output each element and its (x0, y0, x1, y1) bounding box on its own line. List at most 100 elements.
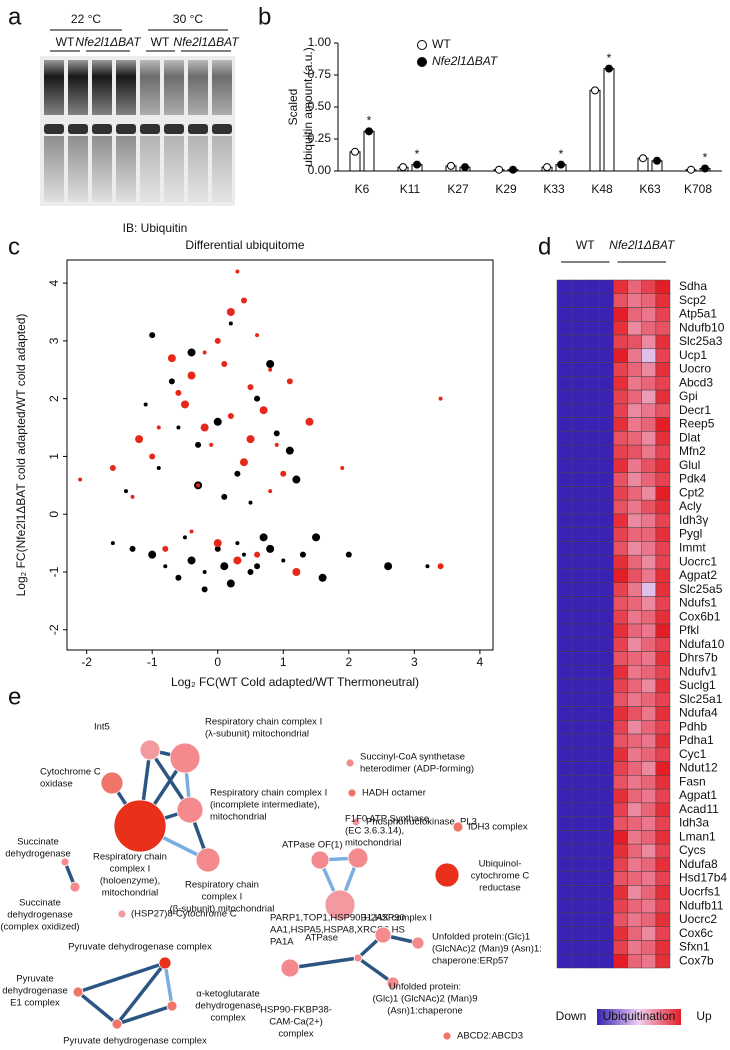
heatmap-cell (599, 926, 614, 941)
data-point (202, 350, 207, 355)
heatmap-cell (585, 775, 600, 790)
network-node (117, 909, 127, 919)
x-tick-label: 2 (345, 655, 352, 669)
significance-mark: * (559, 147, 564, 161)
heatmap-cell (570, 940, 586, 955)
heatmap-cell (599, 885, 614, 900)
heatmap-cell (556, 486, 572, 501)
heatmap-cell (613, 444, 628, 460)
data-point (195, 441, 202, 448)
data-point (202, 570, 207, 574)
heatmap-cell (585, 499, 600, 515)
heatmap-cell (556, 321, 572, 336)
blot-smear (188, 60, 208, 115)
row-label: Ucp1 (679, 348, 707, 362)
chart-title: Differential ubiquitome (185, 238, 305, 252)
heatmap-cell (570, 596, 586, 611)
data-point (162, 545, 169, 552)
heatmap-cell (556, 926, 572, 941)
heatmap-cell (570, 706, 586, 721)
heatmap-cell (627, 403, 642, 418)
heatmap-cell (599, 444, 614, 460)
node-label: HADH octamer (362, 788, 426, 799)
heatmap-cell (585, 761, 600, 776)
heatmap-cell (627, 926, 642, 941)
heatmap-cell (570, 541, 586, 556)
network-node (374, 926, 392, 944)
data-point (176, 425, 181, 430)
data-point (438, 396, 443, 401)
row-label: Pygl (679, 527, 702, 541)
heatmap-cell (655, 458, 671, 473)
network-node (111, 1018, 123, 1030)
bar (603, 68, 615, 172)
y-tick-label: 2 (47, 395, 61, 402)
network-node (347, 847, 369, 869)
network-node (139, 739, 161, 761)
blot-smear (92, 136, 112, 202)
heatmap-cell (627, 857, 642, 872)
x-tick-label: K33 (543, 182, 565, 196)
bar (363, 130, 375, 172)
heatmap-cell (641, 830, 657, 845)
row-label: Cox7b (679, 953, 714, 967)
row-label: Acly (679, 499, 702, 513)
heatmap-cell (556, 651, 572, 666)
node-label: IDH3 complex (468, 822, 528, 833)
heatmap-cell (599, 775, 614, 790)
heatmap-cell (570, 953, 586, 969)
heatmap-cell (599, 898, 614, 914)
heatmap-cell (613, 678, 628, 694)
heatmap-cell (556, 568, 572, 583)
row-label: Cox6b1 (679, 609, 721, 623)
x-tick-label: 1 (280, 655, 287, 669)
heatmap-cell (570, 816, 586, 831)
data-point (209, 442, 214, 447)
heatmap-cell (641, 417, 657, 432)
data-point (110, 541, 115, 546)
heatmap-cell (655, 706, 671, 721)
heatmap-cell (655, 940, 671, 955)
heatmap-cell (585, 348, 600, 363)
heatmap-cell (599, 761, 614, 776)
heatmap-cell (570, 486, 586, 501)
heatmap-cell (627, 321, 642, 336)
legend-marker (417, 57, 427, 67)
row-label: Uocrc1 (679, 554, 717, 568)
heatmap-cell (599, 582, 614, 597)
heatmap-cell (627, 692, 642, 707)
node-label: Respiratory chain complex I (205, 717, 322, 728)
data-point (266, 360, 275, 368)
data-point (268, 367, 273, 372)
scale-high-label: Up (696, 1009, 712, 1023)
heatmap-cell (613, 568, 628, 583)
heatmap-cell (627, 733, 642, 749)
heatmap-cell (613, 747, 628, 762)
heatmap-cell (627, 885, 642, 900)
blot-band (140, 124, 160, 134)
heatmap-cell (627, 444, 642, 460)
heatmap-cell (641, 843, 657, 859)
heatmap-cell (585, 871, 600, 886)
heatmap-cell (655, 403, 671, 418)
heatmap-cell (613, 637, 628, 652)
blot-band (44, 124, 64, 134)
heatmap-cell (655, 747, 671, 762)
network-edge (356, 956, 395, 985)
heatmap-cell (585, 389, 600, 405)
row-label: Pdha1 (679, 733, 714, 747)
heatmap-cell (655, 898, 671, 914)
heatmap-cell (641, 307, 657, 322)
panel-letter: e (8, 683, 21, 710)
heatmap-cell (627, 871, 642, 886)
heatmap-cell (570, 334, 586, 350)
data-point (273, 430, 280, 437)
data-point (345, 551, 352, 558)
node-label: complex I (110, 864, 151, 875)
heatmap-cell (655, 362, 671, 377)
heatmap-cell (585, 293, 600, 308)
heatmap-cell (627, 609, 642, 625)
y-tick-label: 0.00 (308, 163, 332, 177)
blot-smear (92, 60, 112, 115)
row-label: Gpi (679, 389, 698, 403)
